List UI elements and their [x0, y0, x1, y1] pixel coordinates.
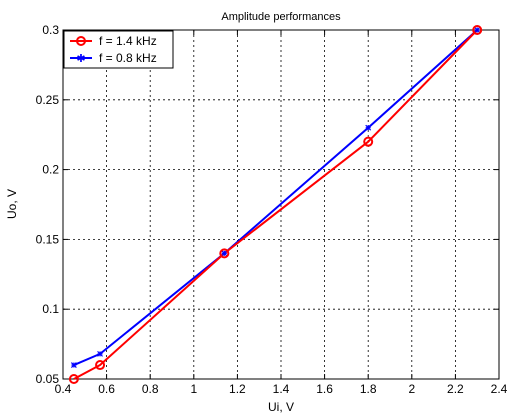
legend-label-series-1: f = 1.4 kHz	[99, 34, 157, 48]
data-point-series-2	[474, 27, 481, 33]
y-tick-label: 0.15	[36, 232, 60, 246]
x-tick-label: 2.2	[447, 382, 464, 396]
data-point-series-2	[221, 250, 228, 257]
data-point-series-2	[97, 350, 103, 357]
series-group	[68, 25, 483, 384]
data-point-series-1	[472, 25, 483, 35]
x-tick-label: 1	[190, 382, 197, 396]
x-tick-label: 2.4	[491, 382, 508, 396]
data-point-series-1	[95, 360, 106, 371]
legend-label-series-2: f = 0.8 kHz	[99, 51, 157, 65]
x-tick-label: 1.6	[316, 382, 333, 396]
x-tick-label: 0.4	[55, 382, 72, 396]
x-tick-label: 0.6	[98, 382, 115, 396]
legend: f = 1.4 kHz ✱ f = 0.8 kHz	[63, 30, 174, 69]
chart-title: Amplitude performances	[221, 11, 341, 23]
data-point-series-1	[68, 374, 79, 384]
y-axis-label: Uo, V	[5, 189, 19, 219]
x-tick-label: 2	[408, 382, 415, 396]
legend-marker-series-1	[76, 36, 86, 46]
x-tick-label: 1.2	[229, 382, 246, 396]
y-tick-label: 0.3	[42, 23, 59, 37]
legend-marker-series-2: ✱	[76, 52, 85, 65]
y-tick-label: 0.25	[36, 93, 60, 107]
y-tick-label: 0.2	[42, 163, 59, 177]
x-tick-label: 1.8	[360, 382, 377, 396]
data-point-series-2	[70, 362, 77, 368]
data-point-series-1	[219, 248, 230, 259]
x-tick-label: 1.4	[273, 382, 290, 396]
data-point-series-2	[365, 124, 372, 131]
x-tick-label: 0.8	[142, 382, 159, 396]
axis-ticks: 0.4 0.6 0.8 1 1.2 1.4 1.6 1.8 2 2.2 2.4 0.05 0.1 0.15…	[36, 23, 508, 396]
y-tick-label: 0.1	[42, 302, 59, 316]
x-axis-label: Ui, V	[268, 400, 294, 414]
data-point-series-1	[363, 136, 374, 147]
y-tick-label: 0.05	[36, 372, 60, 386]
